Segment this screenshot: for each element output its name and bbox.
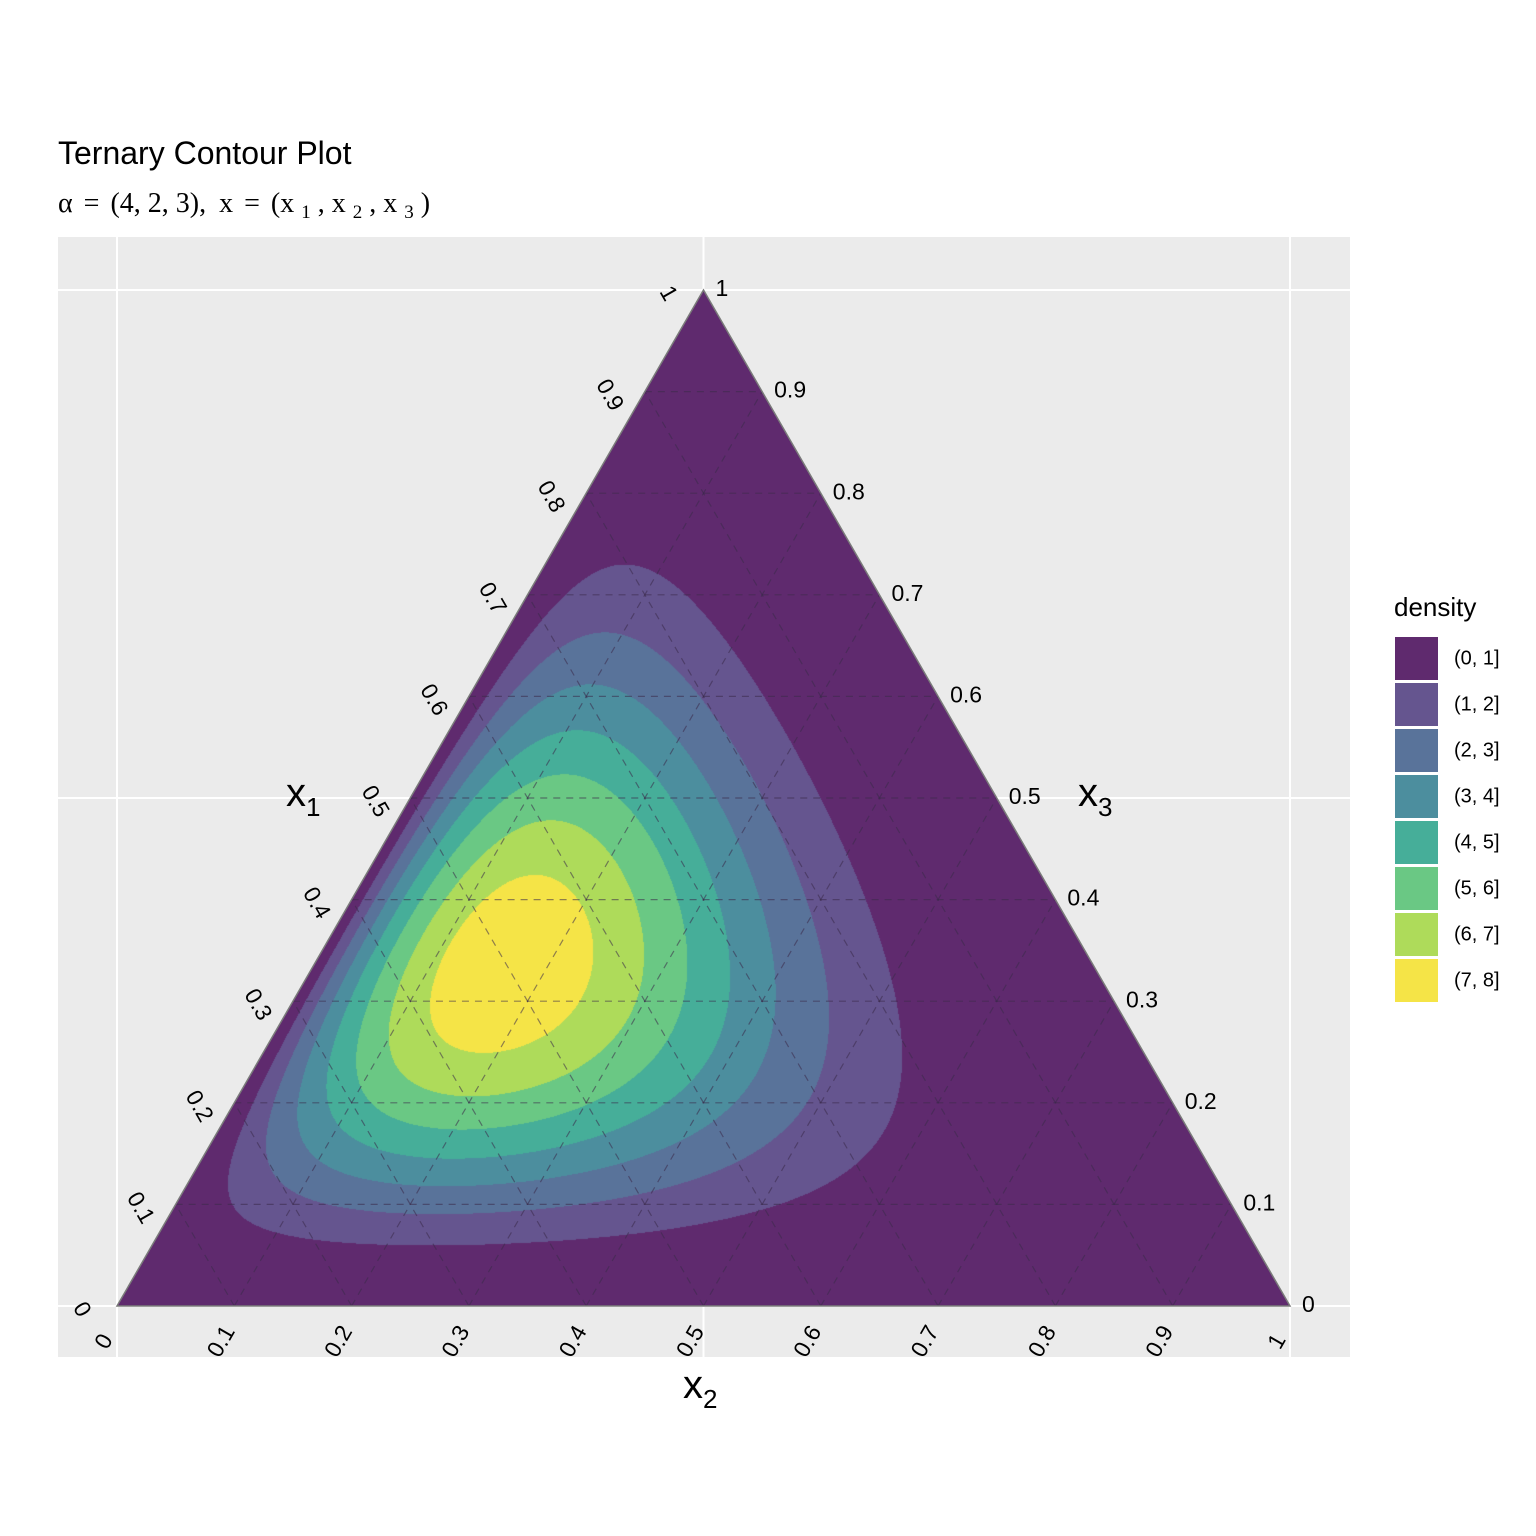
subtitle-eq-2: =	[244, 188, 260, 219]
chart-title: Ternary Contour Plot	[58, 135, 352, 171]
subtitle-eq-1: =	[84, 188, 100, 219]
subtitle-alpha-value: (4, 2, 3),	[110, 188, 206, 219]
legend-swatch	[1395, 775, 1438, 818]
gridline-x1-3	[527, 594, 939, 1307]
subtitle-x-sub-2: 2	[353, 202, 363, 223]
subtitle-x-symbol: x	[219, 188, 233, 219]
subtitle-x-sep-2: , x	[369, 188, 397, 219]
legend-label: (7, 8]	[1454, 969, 1500, 991]
ternary-grid	[175, 391, 1232, 1307]
right-tick-label: 1	[716, 275, 729, 301]
gridline-x1-9	[175, 1204, 235, 1307]
subtitle-x-close: )	[421, 188, 430, 219]
right-tick-label: 0.5	[1009, 783, 1041, 809]
right-tick-label: 0.8	[833, 478, 865, 504]
gridline-x1-7	[292, 1000, 470, 1307]
legend-swatch	[1395, 959, 1438, 1002]
legend-label: (6, 7]	[1454, 923, 1500, 945]
legend-label: (1, 2]	[1454, 693, 1500, 715]
right-tick-label: 0.7	[891, 580, 923, 606]
legend-swatch	[1395, 867, 1438, 910]
gridline-x2-5	[702, 797, 998, 1307]
legend-swatch	[1395, 821, 1438, 864]
subtitle-alpha-symbol: α	[58, 188, 73, 219]
right-tick-label: 0.9	[774, 377, 806, 403]
gridline-x1-8	[233, 1102, 353, 1307]
axis-title-x2: x2	[683, 1363, 717, 1414]
axis-title-x1: x1	[286, 771, 320, 822]
right-tick-label: 0	[1302, 1291, 1315, 1317]
right-axis-ticks: 1 0.9 0.8 0.7 0.6 0.5 0.4 0.3 0.2 0.1 0	[716, 275, 1315, 1317]
legend-swatch	[1395, 729, 1438, 772]
right-tick-label: 0.1	[1243, 1189, 1275, 1215]
gridline-x2-3	[468, 594, 880, 1307]
right-tick-label: 0.3	[1126, 986, 1158, 1012]
subtitle-x-open: (x	[271, 188, 294, 219]
legend-label: (5, 6]	[1454, 877, 1500, 899]
gridline-x1-6	[351, 899, 587, 1307]
legend-label: (2, 3]	[1454, 739, 1500, 761]
legend-title: density	[1394, 592, 1476, 622]
legend-label: (0, 1]	[1454, 647, 1500, 669]
legend-swatch	[1395, 637, 1438, 680]
legend-label: (3, 4]	[1454, 785, 1500, 807]
axis-title-x3: x3	[1078, 771, 1112, 822]
gridline-x2-8	[1054, 1102, 1174, 1307]
gridline-x1-5	[409, 797, 705, 1307]
legend-swatch	[1395, 913, 1438, 956]
right-tick-label: 0.6	[950, 681, 982, 707]
chart-subtitle: α = (4, 2, 3), x = (x 1 , x 2 , x 3 )	[58, 188, 430, 225]
subtitle-x-sub-1: 1	[301, 202, 311, 223]
legend: density (0, 1] (1, 2] (2, 3] (3, 4] (4, 5] (5…	[1394, 592, 1500, 1002]
triangle-outline	[115, 288, 1292, 1307]
legend-label: (4, 5]	[1454, 831, 1500, 853]
subtitle-x-sep-1: , x	[318, 188, 346, 219]
gridline-x2-1	[233, 391, 763, 1307]
gridline-x2-9	[1172, 1204, 1232, 1307]
right-tick-label: 0.2	[1185, 1088, 1217, 1114]
subtitle-x-sub-3: 3	[404, 202, 414, 223]
legend-swatch	[1395, 683, 1438, 726]
gridline-x2-7	[937, 1000, 1115, 1307]
right-tick-label: 0.4	[1067, 885, 1099, 911]
gridline-x2-6	[820, 899, 1056, 1307]
gridline-x1-1	[644, 391, 1174, 1307]
